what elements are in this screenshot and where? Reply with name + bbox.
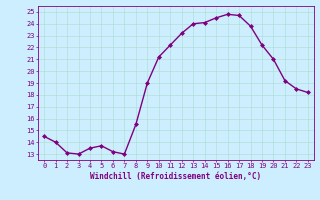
X-axis label: Windchill (Refroidissement éolien,°C): Windchill (Refroidissement éolien,°C) (91, 172, 261, 181)
